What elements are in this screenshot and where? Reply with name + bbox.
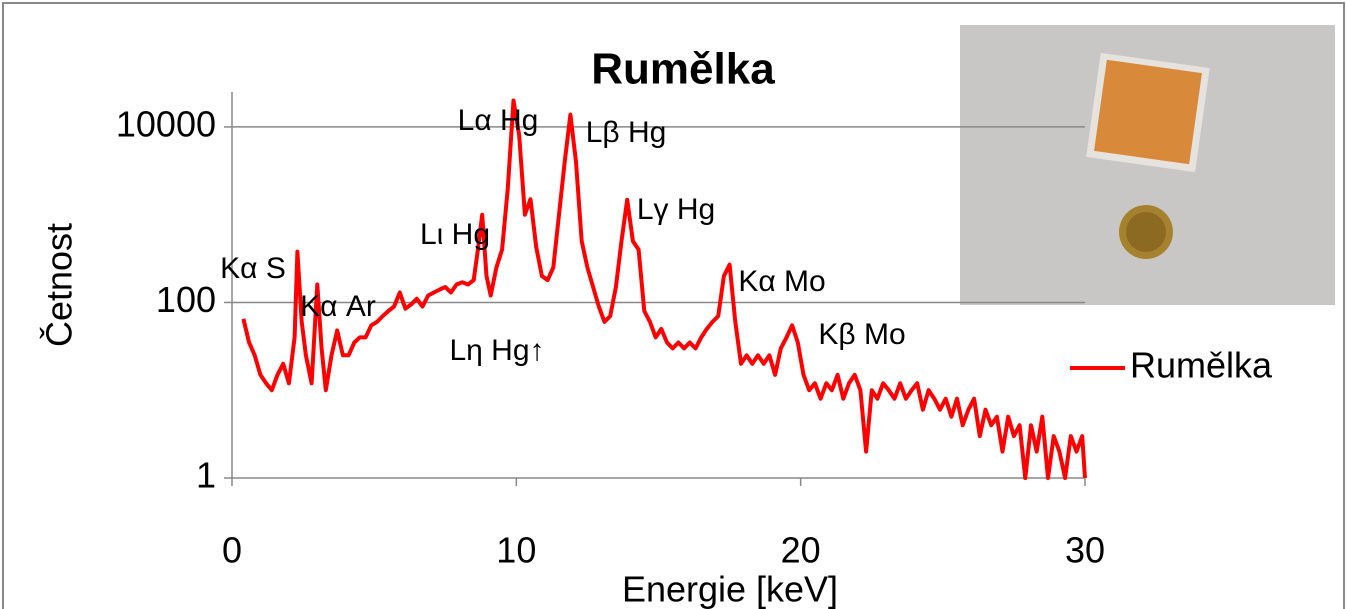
data-line [241,98,1087,480]
y-tick-label: 100 [156,279,216,320]
x-axis-label: Energie [keV] [622,569,838,609]
legend-label: Rumělka [1130,345,1273,386]
annotation: Kα S [220,252,286,285]
y-tick-label: 1 [196,455,216,496]
x-tick-label: 30 [1065,530,1105,571]
x-tick-label: 10 [496,530,536,571]
annotation: Lη Hg↑ [449,334,544,367]
annotation: Kβ Mo [818,318,905,351]
y-tick-label: 10000 [116,103,216,144]
y-axis-label: Četnost [39,223,80,347]
annotation: Lι Hg [420,218,490,251]
x-tick-label: 20 [781,530,821,571]
photo [960,25,1335,305]
annotation: Lγ Hg [637,193,715,226]
annotation: Kα Mo [738,265,825,298]
chart-title: Rumělka [591,45,775,94]
annotation: Lα Hg [458,104,539,137]
annotation: Lβ Hg [586,116,667,149]
annotation: Kα Ar [300,290,376,323]
x-tick-label: 0 [222,530,242,571]
